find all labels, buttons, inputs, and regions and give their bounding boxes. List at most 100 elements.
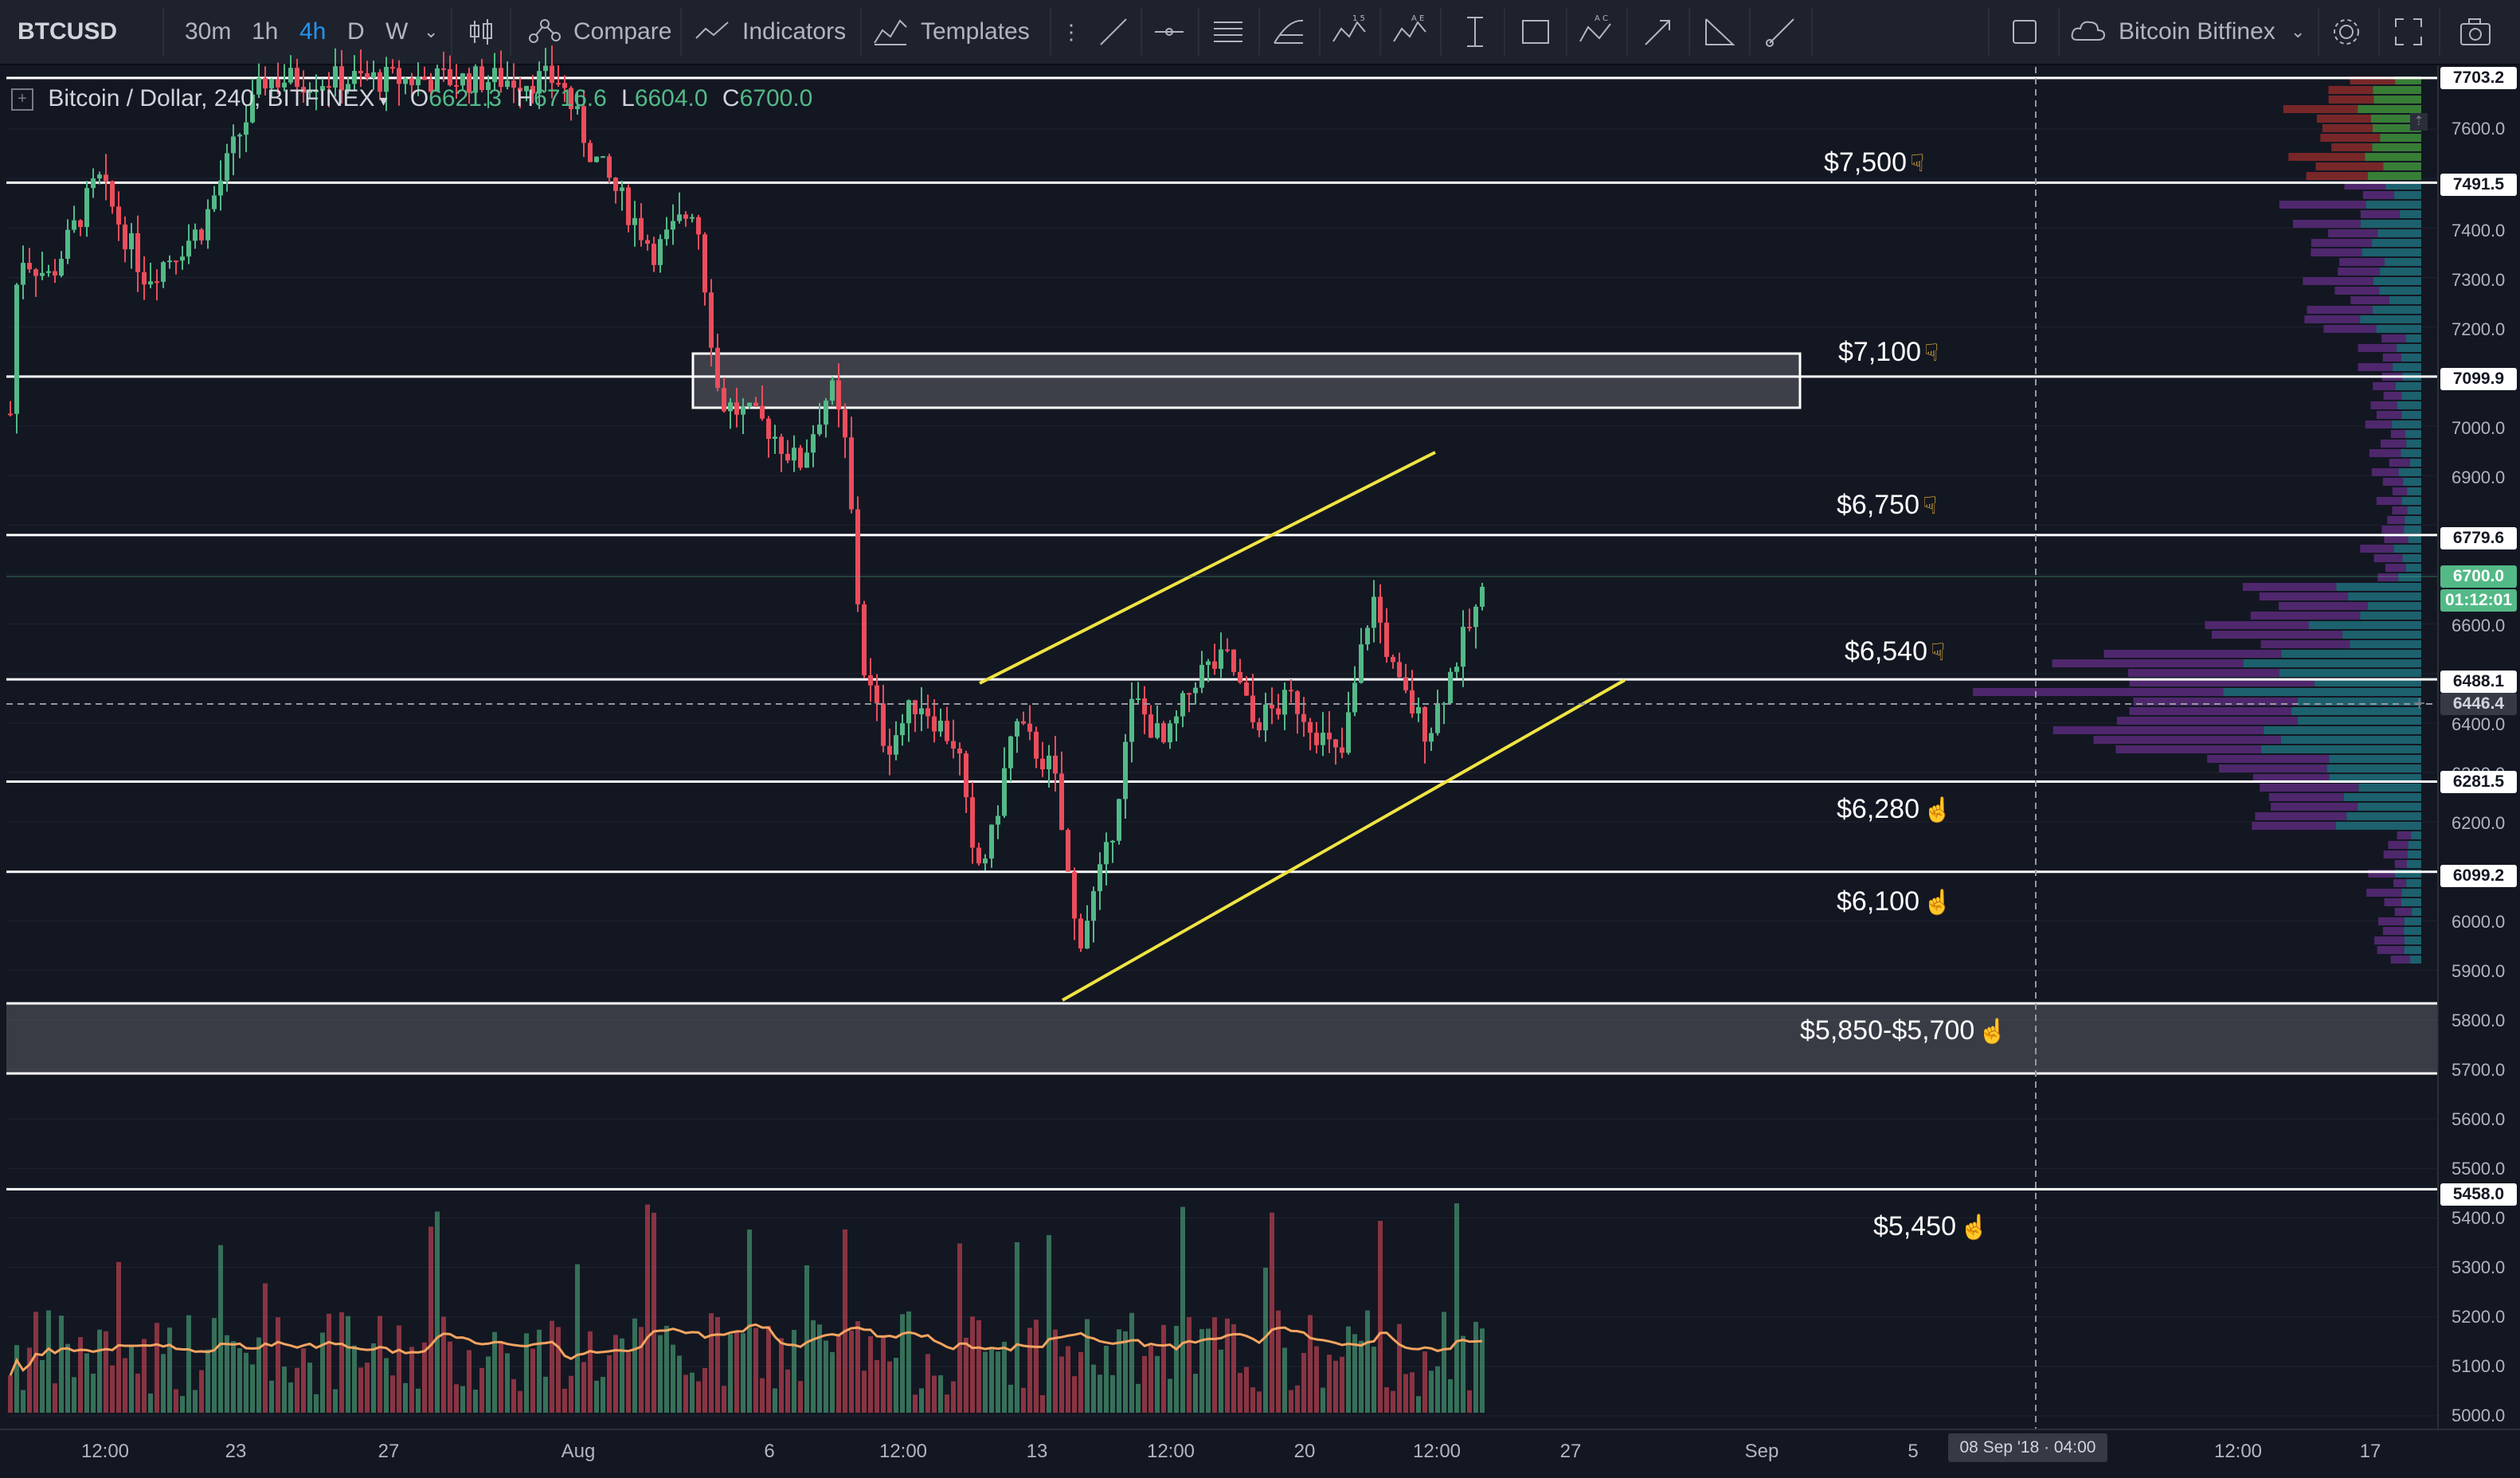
vp-bar-down (2394, 191, 2421, 199)
legend-expand-icon[interactable]: + (11, 88, 33, 111)
timeframe-1h[interactable]: 1h (252, 18, 279, 45)
volume-bar (1289, 1390, 1293, 1413)
compare-button[interactable]: Compare (573, 18, 672, 45)
timeframe-30m[interactable]: 30m (185, 18, 232, 45)
volume-bar (894, 1358, 898, 1413)
price-tick: 5800.0 (2452, 1011, 2506, 1030)
candle-body (135, 233, 140, 272)
fullscreen-icon[interactable] (2388, 11, 2429, 53)
vp-bar-down (2358, 803, 2421, 811)
candle-body (27, 263, 32, 270)
parallel-channel-icon[interactable] (1207, 11, 1249, 53)
candle-body (441, 68, 446, 70)
candle-body (1168, 723, 1172, 743)
candle-body (1346, 712, 1351, 753)
rectangle-icon[interactable] (1515, 11, 1556, 53)
vp-bar-up (2133, 698, 2298, 706)
volume-bar (569, 1375, 573, 1413)
vp-bar-down (2384, 258, 2421, 266)
vp-bar-up (2388, 841, 2408, 849)
candle-body (1314, 733, 1319, 745)
time-tick: Sep (1744, 1441, 1779, 1462)
settings-icon[interactable] (2326, 11, 2367, 53)
candle-body (613, 178, 618, 191)
volume-bar (1250, 1387, 1255, 1413)
abcd-icon[interactable]: A C (1575, 11, 1617, 53)
volume-bar (1352, 1334, 1357, 1413)
candle-body (620, 187, 624, 191)
timeframe-w[interactable]: W (385, 18, 409, 45)
vp-bar-down (2365, 201, 2421, 209)
volume-bar (358, 1367, 363, 1413)
candle-body (1467, 627, 1472, 629)
vp-bar-down (2405, 430, 2421, 438)
volume-bar (1480, 1328, 1485, 1413)
candle-body (913, 700, 918, 714)
candle-body (1416, 706, 1421, 714)
vp-bar-down (2401, 449, 2421, 457)
camera-icon[interactable] (2455, 11, 2496, 53)
drawing-toolbar-grip-icon[interactable]: ⋮ (1061, 20, 1082, 44)
vp-bar-down (2372, 306, 2421, 314)
volume-bar (1410, 1372, 1415, 1413)
vp-bar-up (2368, 870, 2395, 878)
crosshair-plus-icon[interactable]: + (2413, 691, 2426, 715)
volume-bar (1276, 1310, 1281, 1413)
vp-bar-down (2373, 96, 2421, 104)
arrow-icon[interactable] (1638, 11, 1679, 53)
candle-body (855, 509, 860, 604)
indicators-button[interactable]: Indicators (742, 18, 847, 45)
channel-lower-line[interactable] (1062, 678, 1626, 1002)
triangle-icon[interactable] (1698, 11, 1739, 53)
measure-icon[interactable] (1454, 11, 1496, 53)
vp-bar-down (2392, 420, 2421, 428)
volume-bar (868, 1335, 873, 1413)
vp-bar-up (2283, 105, 2358, 113)
vp-bar-up (2344, 182, 2386, 190)
trend-line-icon[interactable] (1093, 11, 1134, 53)
candles-icon[interactable] (460, 11, 502, 53)
vp-bar-up (2338, 268, 2380, 276)
pattern-icon[interactable]: 1 5 (1328, 11, 1370, 53)
vp-bar-down (2401, 411, 2421, 419)
candle-body (1123, 741, 1128, 800)
indicators-icon[interactable] (691, 11, 733, 53)
timeframe-dropdown-chevron-icon[interactable]: ⌄ (424, 22, 439, 41)
timeframe-d[interactable]: D (347, 18, 365, 45)
vp-bar-up (2377, 946, 2405, 954)
candle-body (14, 284, 19, 414)
volume-bar (492, 1331, 497, 1413)
candle-body (677, 214, 682, 221)
low-value: 6604.0 (634, 85, 708, 111)
channel-upper-line[interactable] (979, 451, 1436, 685)
resistance-zone-7100[interactable] (691, 352, 1802, 409)
candle-body (741, 407, 745, 415)
templates-button[interactable]: Templates (921, 18, 1030, 45)
candle-body (352, 71, 357, 84)
exchange-selector[interactable]: Bitcoin Bitfinex (2119, 18, 2275, 45)
brush-icon[interactable] (1760, 11, 1802, 53)
volume-bar (237, 1347, 242, 1413)
timeframe-4h[interactable]: 4h (299, 18, 327, 45)
symbol-input[interactable]: BTCUSD (18, 18, 117, 45)
candle-body (1219, 649, 1223, 669)
volume-bar (1187, 1316, 1192, 1413)
candle-body (1384, 622, 1389, 657)
volume-bar (1295, 1385, 1300, 1413)
vp-bar-up (2255, 812, 2347, 820)
templates-icon[interactable] (870, 11, 911, 53)
compare-icon[interactable] (522, 11, 564, 53)
chevron-down-icon[interactable]: ⌄ (2291, 22, 2306, 41)
candle-body (416, 76, 421, 85)
square-icon[interactable] (2004, 11, 2045, 53)
volume-bar (747, 1229, 752, 1413)
elliott-icon[interactable]: A E (1389, 11, 1430, 53)
scale-lock-icon[interactable]: ⇡ (2410, 113, 2428, 131)
legend-title[interactable]: Bitcoin / Dollar, 240, BITFINEX (48, 85, 375, 111)
fib-icon[interactable] (1268, 11, 1309, 53)
price-tick: 6600.0 (2452, 616, 2506, 635)
candle-body (256, 78, 261, 95)
legend-dropdown-icon[interactable]: ▾ (379, 92, 388, 110)
horizontal-ray-icon[interactable] (1148, 11, 1190, 53)
